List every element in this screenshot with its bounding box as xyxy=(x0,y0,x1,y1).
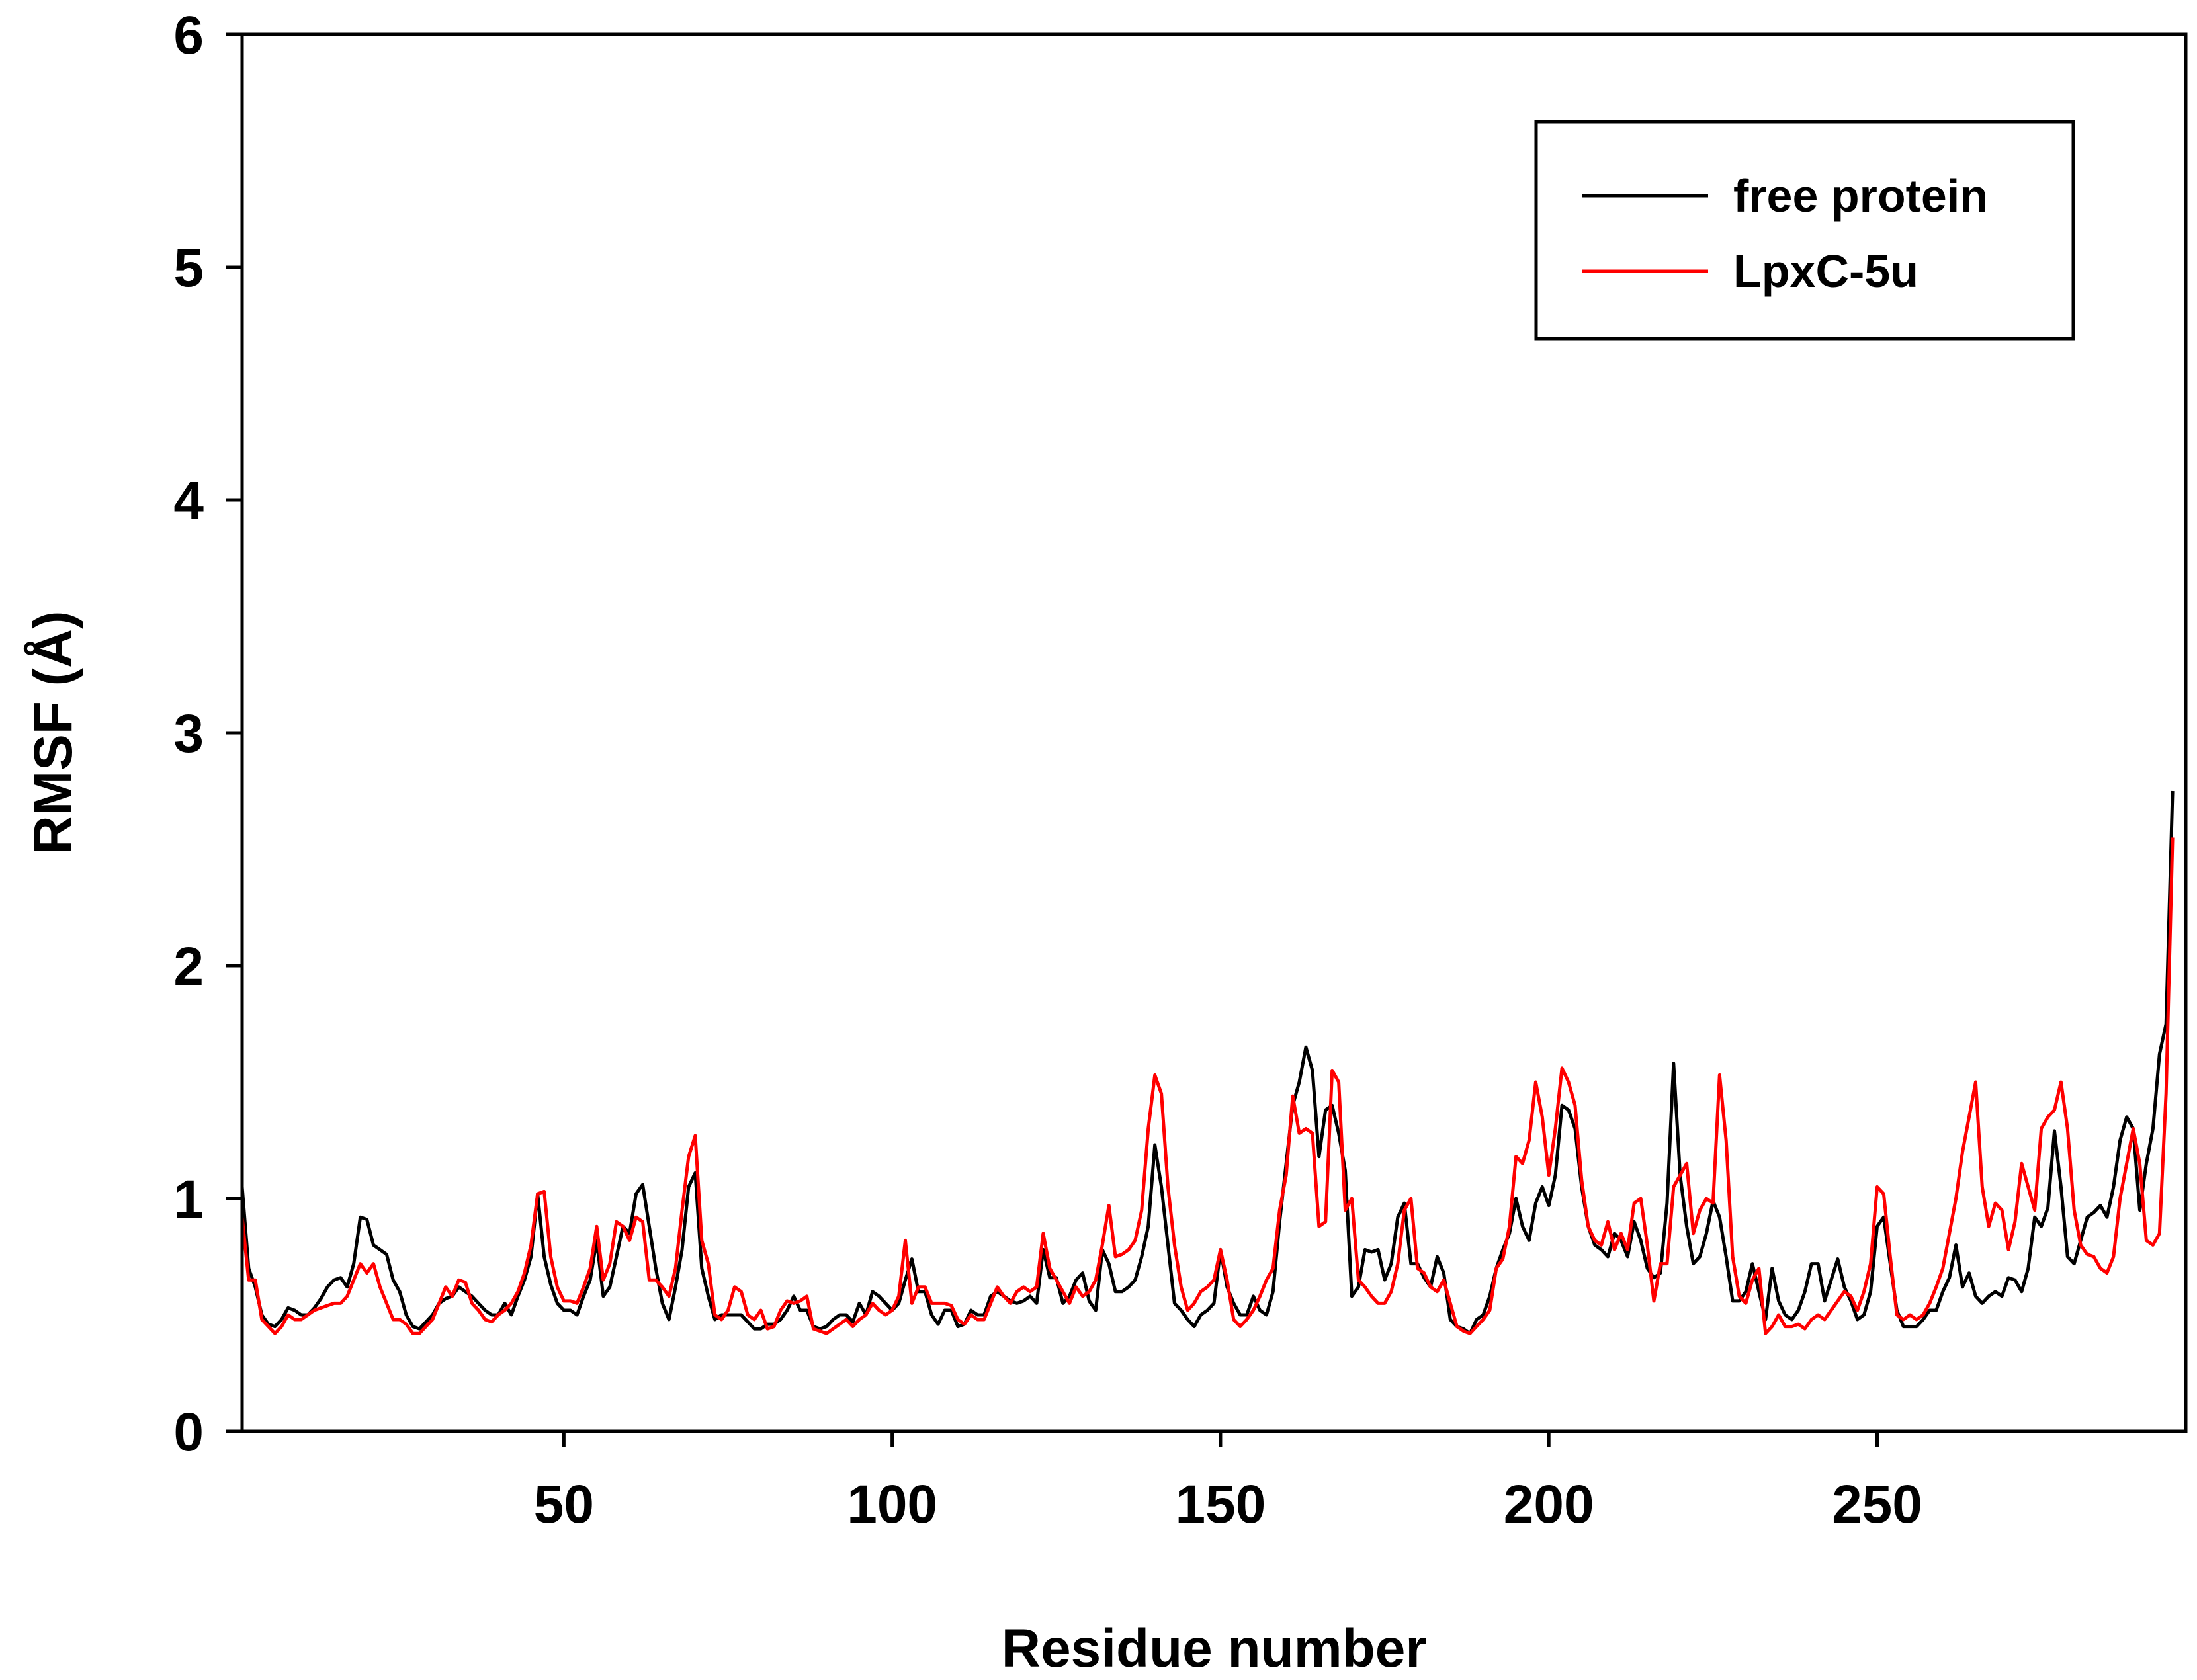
legend-label-lpxc-5u: LpxC-5u xyxy=(1733,245,1918,297)
x-axis-title: Residue number xyxy=(1002,1618,1426,1679)
x-tick-label: 200 xyxy=(1504,1474,1594,1534)
legend-box xyxy=(1534,120,2075,341)
x-tick-label: 50 xyxy=(534,1474,594,1534)
series-line-lpxc-5u xyxy=(240,837,2175,1335)
legend: free protein LpxC-5u xyxy=(1534,120,2075,341)
y-tick-label: 3 xyxy=(173,704,204,764)
y-tick-label: 1 xyxy=(173,1169,204,1230)
y-axis-ticks: 0 1 2 3 4 5 6 xyxy=(173,5,242,1462)
x-axis-ticks: 50 100 150 200 250 xyxy=(534,1431,1922,1534)
y-tick-label: 0 xyxy=(173,1402,204,1462)
y-axis-title: RMSF (Å) xyxy=(23,611,83,855)
y-tick-label: 6 xyxy=(173,5,204,65)
legend-label-free-protein: free protein xyxy=(1733,170,1988,222)
x-tick-label: 250 xyxy=(1832,1474,1922,1534)
series-layer xyxy=(240,790,2175,1335)
x-tick-label: 150 xyxy=(1176,1474,1266,1534)
x-tick-label: 100 xyxy=(847,1474,937,1534)
y-tick-label: 5 xyxy=(173,238,204,298)
y-tick-label: 4 xyxy=(173,471,204,531)
y-tick-label: 2 xyxy=(173,937,204,997)
series-line-free-protein xyxy=(240,790,2175,1335)
